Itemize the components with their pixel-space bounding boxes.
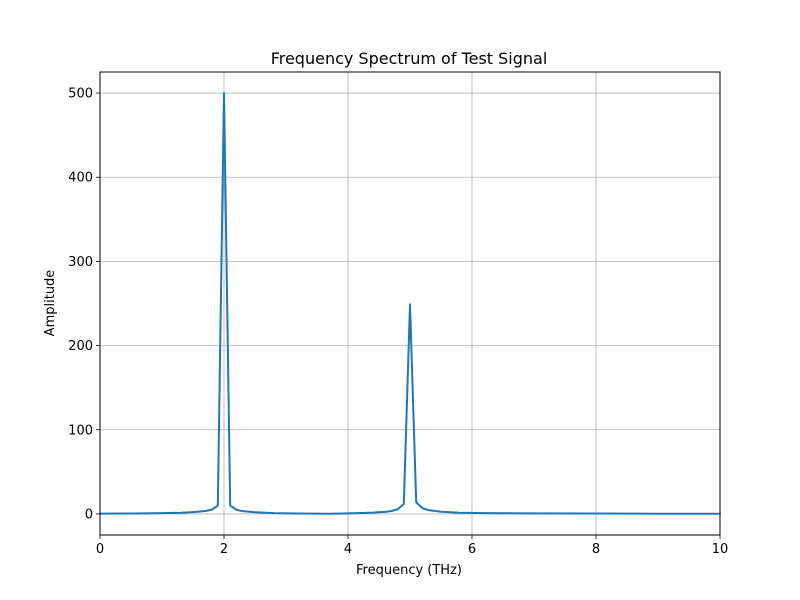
y-tick-label: 400	[68, 171, 93, 186]
plot-frame	[99, 71, 721, 536]
x-axis-label: Frequency (THz)	[356, 563, 462, 578]
y-tick-label: 500	[68, 87, 93, 102]
x-tick-label: 8	[592, 542, 600, 557]
x-tick-label: 6	[468, 542, 476, 557]
x-tick-label: 10	[712, 542, 729, 557]
series-layer	[99, 92, 721, 515]
x-tick-label: 2	[220, 542, 228, 557]
series-line-spectrum	[99, 92, 721, 515]
y-tick-label: 200	[68, 339, 93, 354]
y-tick-label: 100	[68, 423, 93, 438]
y-axis-label: Amplitude	[43, 270, 58, 337]
y-tick-label: 0	[85, 507, 93, 522]
chart-title: Frequency Spectrum of Test Signal	[271, 49, 548, 68]
x-tick-label: 4	[344, 542, 352, 557]
x-tick-label: 0	[96, 542, 104, 557]
y-tick-label: 300	[68, 255, 93, 270]
